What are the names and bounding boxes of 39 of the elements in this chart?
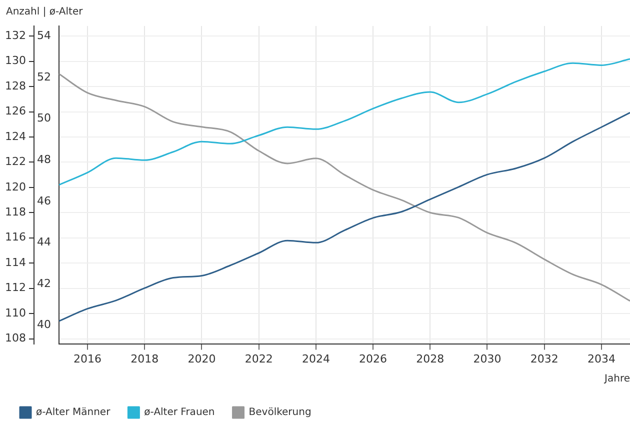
y-tick-label: 116	[4, 230, 26, 244]
text: Anzahl | ø-Alter	[6, 6, 84, 18]
legend-label: ø-Alter Männer	[36, 407, 112, 418]
x-tick-label: 2022	[244, 352, 273, 366]
y2-tick-label: 46	[36, 194, 51, 208]
y2-tick-label: 42	[36, 276, 51, 290]
y-tick-label: 128	[4, 79, 26, 92]
x-tick-label: 2030	[473, 352, 502, 366]
y2-tick-label: 54	[36, 29, 51, 42]
line-series	[58, 73, 630, 302]
y-tick-label: 122	[4, 155, 26, 168]
x-tick-label: 2016	[74, 352, 102, 366]
line-series	[58, 112, 630, 322]
y-tick-label: 110	[4, 306, 26, 320]
y-tick-label: 132	[4, 28, 26, 42]
y2-tick-label: 48	[36, 152, 51, 166]
y2-tick-label: 44	[36, 236, 51, 249]
y-tick-label: 130	[4, 54, 26, 68]
y2-tick-label: 50	[36, 112, 51, 125]
line-series	[58, 58, 630, 186]
x-axis-title: Jahre	[604, 374, 630, 385]
y-tick-label: 126	[4, 104, 26, 118]
x-tick-label: 2024	[302, 352, 330, 366]
x-tick-label: 2028	[416, 352, 444, 366]
legend-label: Bevölkerung	[248, 407, 312, 418]
x-tick-label: 2032	[530, 352, 558, 366]
y2-tick-label: 40	[36, 318, 51, 332]
x-tick-label: 2026	[359, 352, 388, 366]
y-tick-label: 114	[4, 256, 26, 269]
legend-label: ø-Alter Frauen	[144, 407, 215, 418]
x-tick-label: 2018	[130, 352, 159, 366]
y-tick-label: 120	[4, 180, 26, 194]
y-tick-label: 108	[4, 332, 26, 345]
y-tick-label: 118	[4, 206, 26, 219]
x-tick-label: 2034	[587, 352, 616, 366]
y2-tick-label: 52	[36, 70, 51, 84]
y-tick-label: 124	[4, 130, 26, 143]
x-tick-label: 2020	[188, 352, 216, 366]
y-tick-label: 112	[4, 281, 26, 294]
